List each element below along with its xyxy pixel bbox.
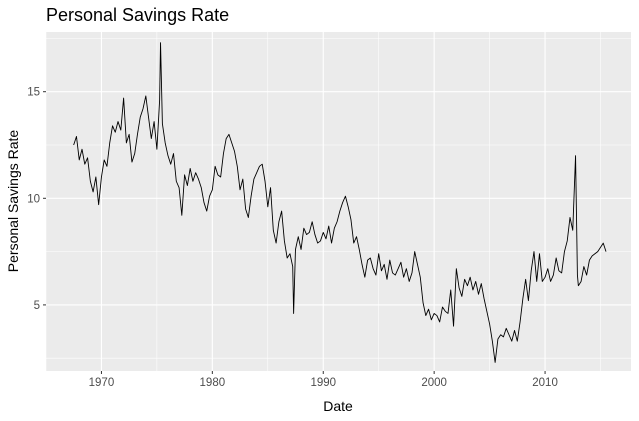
chart-title: Personal Savings Rate xyxy=(46,5,230,25)
x-axis: 1970 1980 1990 2000 2010 xyxy=(89,371,558,389)
x-tick-label: 2010 xyxy=(532,377,558,389)
x-tick-label: 2000 xyxy=(421,377,447,389)
y-tick-label: 5 xyxy=(34,300,40,312)
x-tick-label: 1990 xyxy=(310,377,336,389)
y-axis-title: Personal Savings Rate xyxy=(5,130,21,273)
y-tick-label: 15 xyxy=(27,87,40,99)
series-line-1 xyxy=(73,42,607,363)
x-tick-label: 1970 xyxy=(89,377,115,389)
y-tick-label: 10 xyxy=(27,193,40,205)
plot-panel xyxy=(46,32,631,371)
series-layer xyxy=(73,42,607,363)
major-gridlines xyxy=(46,32,631,371)
x-axis-title: Date xyxy=(323,398,353,414)
x-tick-label: 1980 xyxy=(200,377,226,389)
minor-gridlines xyxy=(45,32,631,371)
y-axis: 5 10 15 xyxy=(27,87,46,312)
